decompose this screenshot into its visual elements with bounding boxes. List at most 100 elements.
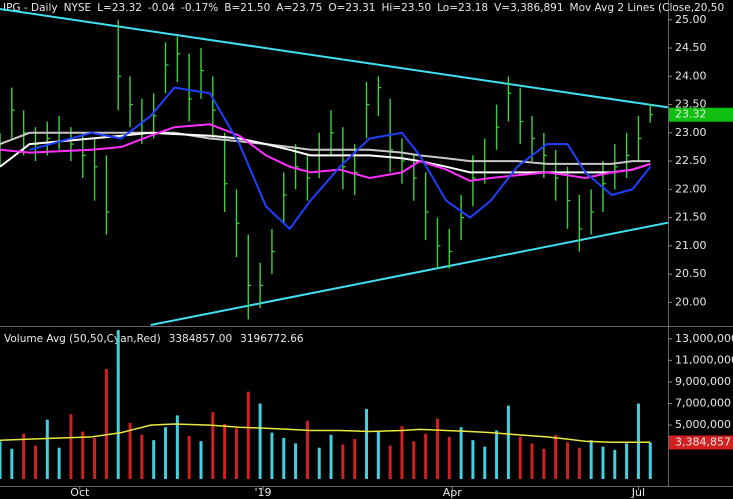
- volume-bar: [270, 432, 274, 479]
- x-tick-label: Oct: [70, 486, 90, 499]
- volume-bar: [69, 414, 73, 479]
- header-item: -0.17%: [181, 2, 218, 14]
- volume-bar: [10, 448, 14, 479]
- header-item: O=23.31: [328, 2, 375, 14]
- volume-bar: [625, 443, 629, 479]
- y-tick-label: 23.50: [675, 98, 707, 111]
- volume-bar: [294, 443, 298, 479]
- volume-bar: [542, 448, 546, 479]
- volume-bar: [388, 445, 392, 479]
- header-item: NYSE: [64, 2, 92, 14]
- header-item: V=3,386,891: [494, 2, 563, 14]
- header-item: Lo=23.18: [437, 2, 488, 14]
- moving-average: [0, 123, 651, 182]
- volume-bar: [577, 447, 581, 479]
- volume-bar: [305, 420, 309, 479]
- y-tick-label: 22.00: [675, 182, 707, 195]
- trendline: [0, 8, 669, 109]
- volume-bar: [93, 438, 97, 479]
- y-tick-label: 22.50: [675, 154, 707, 167]
- volume-bar: [424, 433, 428, 479]
- volume-bar: [400, 426, 404, 479]
- header-item: L=23.32: [97, 2, 142, 14]
- volume-bar: [282, 438, 286, 479]
- header-item: A=23.75: [276, 2, 322, 14]
- volume-bar: [459, 427, 463, 479]
- volume-bar: [164, 427, 168, 479]
- volume-bar: [33, 445, 37, 479]
- volume-bar: [104, 368, 108, 479]
- volume-bar: [116, 330, 120, 479]
- last-price-label: 23.32: [675, 108, 707, 121]
- volume-bar: [613, 449, 617, 479]
- y-tick-label: 11,000,000: [675, 353, 733, 366]
- y-tick-label: 20.50: [675, 267, 707, 280]
- header-item: Hi=23.50: [381, 2, 431, 14]
- volume-bar: [566, 442, 570, 479]
- volume-header-value: 3196772.66: [240, 333, 304, 345]
- volume-bar: [81, 431, 85, 479]
- header-item: IPG - Daily: [3, 2, 58, 14]
- y-tick-label: 20.00: [675, 295, 707, 308]
- volume-bar: [317, 447, 321, 479]
- volume-bar: [447, 436, 451, 479]
- volume-bar: [57, 447, 61, 479]
- volume-bar: [601, 446, 605, 479]
- volume-bar: [152, 440, 156, 479]
- volume-header-value: 3384857.00: [169, 333, 232, 345]
- volume-bar: [530, 443, 534, 479]
- volume-bar: [211, 412, 215, 479]
- last-price-tag: [669, 107, 733, 122]
- volume-bar: [648, 442, 652, 479]
- x-tick-label: '19: [255, 486, 272, 499]
- volume-bar: [506, 405, 510, 479]
- volume-bar: [0, 441, 2, 479]
- volume-bar: [518, 436, 522, 479]
- y-tick-label: 5,000,000: [675, 418, 731, 431]
- y-tick-label: 24.50: [675, 41, 707, 54]
- volume-bar: [234, 428, 238, 479]
- y-tick-label: 13,000,000: [675, 332, 733, 345]
- y-tick-label: 21.00: [675, 239, 707, 252]
- x-tick-label: Jul: [631, 486, 645, 499]
- volume-bar: [636, 403, 640, 479]
- volume-bar: [187, 435, 191, 479]
- volume-bar: [223, 423, 227, 479]
- header-item: B=21.50: [224, 2, 270, 14]
- y-tick-label: 25.00: [675, 13, 707, 26]
- moving-average: [0, 131, 651, 174]
- volume-bar: [483, 446, 487, 479]
- y-tick-label: 23.00: [675, 126, 707, 139]
- volume-tag: [669, 435, 733, 450]
- volume-bar: [341, 444, 345, 479]
- volume-bar: [199, 441, 203, 479]
- volume-bar: [471, 440, 475, 479]
- volume-bar: [22, 433, 26, 479]
- trendline: [150, 221, 669, 326]
- volume-tag-label: 3,384,857: [675, 435, 731, 448]
- volume-bar: [329, 434, 333, 479]
- volume-bar: [495, 430, 499, 479]
- y-tick-label: 21.50: [675, 211, 707, 224]
- y-tick-label: 9,000,000: [675, 375, 731, 388]
- volume-title: Volume Avg (50,50,Cyan,Red): [4, 333, 161, 345]
- volume-bar: [246, 391, 250, 479]
- volume-bar: [435, 418, 439, 479]
- volume-bar: [128, 422, 132, 479]
- volume-bar: [45, 419, 49, 479]
- volume-bar: [589, 440, 593, 479]
- header-item: Mov Avg 2 Lines (Close,20,50: [570, 2, 725, 14]
- header-item: -0.04: [148, 2, 175, 14]
- volume-bar: [140, 434, 144, 479]
- volume-bar: [175, 415, 179, 479]
- volume-bar: [554, 434, 558, 479]
- volume-bar: [376, 431, 380, 479]
- volume-bar: [258, 403, 262, 479]
- y-tick-label: 24.00: [675, 69, 707, 82]
- y-tick-label: 7,000,000: [675, 397, 731, 410]
- volume-bar: [353, 439, 357, 479]
- moving-average: [29, 86, 652, 231]
- volume-bar: [365, 408, 369, 479]
- x-tick-label: Apr: [443, 486, 463, 499]
